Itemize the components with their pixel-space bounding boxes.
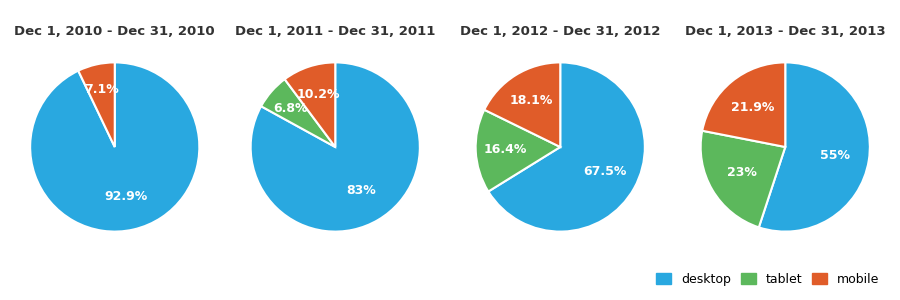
Wedge shape bbox=[759, 62, 869, 232]
Wedge shape bbox=[489, 62, 645, 232]
Wedge shape bbox=[78, 62, 115, 147]
Wedge shape bbox=[476, 110, 560, 191]
Text: Dec 1, 2013 - Dec 31, 2013: Dec 1, 2013 - Dec 31, 2013 bbox=[685, 25, 886, 38]
Text: 21.9%: 21.9% bbox=[732, 101, 775, 114]
Text: 10.2%: 10.2% bbox=[296, 88, 339, 101]
Text: 55%: 55% bbox=[821, 148, 850, 161]
Text: 83%: 83% bbox=[346, 184, 376, 197]
Wedge shape bbox=[261, 79, 335, 147]
Wedge shape bbox=[251, 62, 419, 232]
Legend: desktop, tablet, mobile: desktop, tablet, mobile bbox=[651, 268, 885, 291]
Wedge shape bbox=[284, 62, 336, 147]
Text: Dec 1, 2012 - Dec 31, 2012: Dec 1, 2012 - Dec 31, 2012 bbox=[460, 25, 661, 38]
Text: 67.5%: 67.5% bbox=[583, 165, 626, 178]
Text: 92.9%: 92.9% bbox=[104, 190, 148, 203]
Text: Dec 1, 2011 - Dec 31, 2011: Dec 1, 2011 - Dec 31, 2011 bbox=[235, 25, 436, 38]
Text: 16.4%: 16.4% bbox=[483, 143, 527, 156]
Text: 7.1%: 7.1% bbox=[85, 83, 119, 96]
Wedge shape bbox=[30, 62, 199, 232]
Wedge shape bbox=[484, 62, 561, 147]
Wedge shape bbox=[701, 131, 785, 227]
Text: 23%: 23% bbox=[726, 166, 756, 179]
Text: Dec 1, 2010 - Dec 31, 2010: Dec 1, 2010 - Dec 31, 2010 bbox=[14, 25, 215, 38]
Wedge shape bbox=[702, 62, 785, 147]
Text: 6.8%: 6.8% bbox=[274, 102, 308, 115]
Text: 18.1%: 18.1% bbox=[509, 94, 553, 107]
